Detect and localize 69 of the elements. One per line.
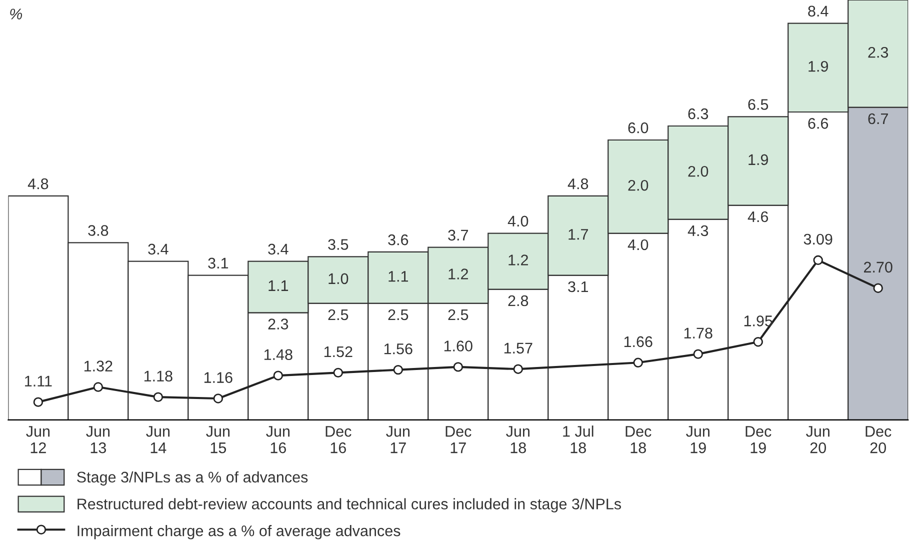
x-tick-label: Dec 17 <box>446 426 472 454</box>
data-label: 6.7 <box>868 113 888 124</box>
data-label: 2.5 <box>448 309 468 320</box>
data-label: 6.6 <box>808 118 828 129</box>
x-tick-label: Jun 15 <box>206 426 230 454</box>
data-label: 1.9 <box>748 154 768 166</box>
data-label: 1.2 <box>508 254 528 266</box>
total-label: 6.5 <box>748 99 768 110</box>
data-label: 1.60 <box>444 340 472 352</box>
total-label: 3.8 <box>88 225 108 236</box>
total-label: 3.5 <box>328 239 348 250</box>
data-label: 1.48 <box>264 349 292 360</box>
data-label: 4.6 <box>748 211 768 222</box>
x-tick-label: Jun 18 <box>506 426 530 454</box>
total-label: 6.0 <box>628 122 648 134</box>
data-label: 4.3 <box>688 225 708 236</box>
x-tick-label: Dec 18 <box>626 426 652 454</box>
data-label: 1.7 <box>568 229 588 240</box>
data-label: 2.5 <box>328 309 348 320</box>
data-label: 3.09 <box>804 234 832 245</box>
data-label: 2.3 <box>868 46 888 58</box>
data-label: 1.56 <box>384 343 412 354</box>
legend-label: Restructured debt-review accounts and technical cures included in stage 3/NPLs <box>78 498 621 512</box>
data-label: 1.11 <box>25 376 52 386</box>
x-tick-label: Jun 19 <box>686 426 710 454</box>
data-label: 1.78 <box>684 328 712 339</box>
data-label: 2.8 <box>508 295 528 306</box>
data-label: 1.2 <box>448 268 468 280</box>
data-label: 1.1 <box>268 280 288 291</box>
x-tick-label: Jun 12 <box>26 426 50 454</box>
x-tick-label: Jun 20 <box>806 426 830 454</box>
x-tick-label: Jun 14 <box>146 426 170 454</box>
data-label: 1.52 <box>324 346 352 358</box>
total-label: 3.4 <box>148 244 168 255</box>
x-tick-label: Jun 17 <box>386 426 410 454</box>
total-label: 3.1 <box>208 258 228 269</box>
data-label: 1.16 <box>204 372 232 383</box>
total-label: 3.7 <box>448 230 468 241</box>
data-label: 2.5 <box>388 309 408 320</box>
legend-label: Impairment charge as a % of average advances <box>78 525 400 540</box>
data-label: 1.0 <box>328 273 348 284</box>
y-axis-title: % <box>10 8 22 20</box>
x-tick-label: Dec 16 <box>326 426 352 454</box>
data-label: 1.32 <box>84 360 112 372</box>
total-label: 6.3 <box>688 108 708 120</box>
data-label: 3.1 <box>568 281 588 292</box>
data-label: 1.1 <box>388 271 408 282</box>
x-tick-label: Dec 20 <box>866 426 892 454</box>
x-tick-label: Dec 19 <box>746 426 772 454</box>
data-label: 2.3 <box>268 318 288 330</box>
x-tick-label: 1 Jul 18 <box>563 426 594 454</box>
x-tick-label: Jun 13 <box>86 426 110 454</box>
total-label: 3.6 <box>388 234 408 246</box>
data-label: 2.0 <box>688 166 708 177</box>
total-label: 3.4 <box>268 244 288 255</box>
data-label: 1.18 <box>144 370 172 382</box>
data-label: 1.95 <box>744 316 772 326</box>
total-label: 4.8 <box>28 178 48 190</box>
data-label: 1.57 <box>504 342 532 354</box>
total-label: 4.8 <box>568 178 588 190</box>
data-label: 2.0 <box>628 180 648 191</box>
data-label: 1.9 <box>808 60 828 72</box>
legend-label: Stage 3/NPLs as a % of advances <box>77 471 308 486</box>
data-label: 1.66 <box>624 336 652 348</box>
x-tick-label: Jun 16 <box>266 426 290 454</box>
data-label: 4.0 <box>628 239 648 250</box>
total-label: 8.4 <box>808 6 828 17</box>
total-label: 4.0 <box>508 216 528 227</box>
data-label: 2.70 <box>864 262 892 273</box>
